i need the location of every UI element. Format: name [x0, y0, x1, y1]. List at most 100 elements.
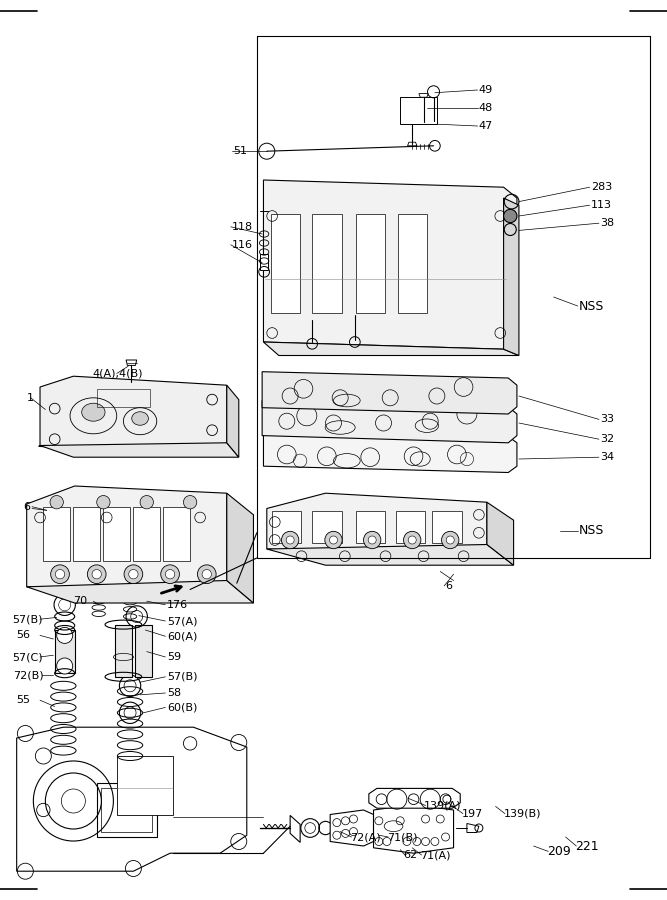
Bar [97, 389, 150, 407]
Bar [432, 511, 462, 543]
Text: 38: 38 [600, 218, 614, 229]
Text: 55: 55 [17, 695, 31, 706]
Text: 113: 113 [591, 200, 612, 211]
Polygon shape [374, 805, 454, 853]
Polygon shape [227, 385, 239, 457]
Circle shape [50, 496, 63, 508]
Bar [398, 214, 427, 313]
Bar [400, 97, 437, 124]
Circle shape [281, 531, 299, 549]
Polygon shape [467, 824, 479, 832]
Text: 47: 47 [479, 121, 493, 131]
Circle shape [442, 531, 459, 549]
Polygon shape [227, 493, 253, 603]
Bar [101, 788, 152, 832]
Polygon shape [330, 810, 374, 846]
Circle shape [404, 531, 421, 549]
Bar [73, 507, 100, 561]
Text: 60(B): 60(B) [167, 702, 197, 713]
Circle shape [165, 570, 175, 579]
Text: 72(B): 72(B) [13, 670, 44, 680]
Circle shape [140, 496, 153, 508]
Bar [117, 756, 173, 814]
Text: 4(A),4(B): 4(A),4(B) [92, 368, 143, 379]
Polygon shape [155, 574, 190, 590]
Polygon shape [27, 486, 227, 592]
Text: 221: 221 [575, 840, 598, 852]
Circle shape [446, 536, 454, 544]
Circle shape [92, 570, 101, 579]
Text: 71(B): 71(B) [387, 832, 418, 842]
Bar [97, 783, 157, 837]
Bar [356, 214, 385, 313]
Text: 70: 70 [73, 596, 87, 607]
Text: 197: 197 [462, 808, 483, 819]
Polygon shape [262, 372, 517, 414]
Text: 59: 59 [167, 652, 181, 662]
Text: 139(B): 139(B) [504, 808, 541, 819]
Text: 33: 33 [600, 414, 614, 425]
Polygon shape [504, 198, 519, 356]
Circle shape [97, 496, 110, 508]
Text: 1: 1 [27, 392, 33, 403]
Text: 176: 176 [167, 599, 188, 610]
Circle shape [286, 536, 294, 544]
Text: 116: 116 [232, 239, 253, 250]
Text: 6: 6 [446, 580, 452, 591]
Circle shape [197, 565, 216, 583]
Text: 209: 209 [547, 845, 571, 858]
Polygon shape [115, 625, 132, 677]
Ellipse shape [82, 403, 105, 421]
Ellipse shape [131, 412, 148, 426]
Text: 60(A): 60(A) [167, 631, 197, 642]
Bar [312, 511, 342, 543]
Polygon shape [408, 142, 417, 146]
Polygon shape [267, 493, 487, 556]
Circle shape [183, 496, 197, 508]
Circle shape [87, 565, 106, 583]
Polygon shape [55, 630, 75, 673]
Text: 6: 6 [23, 501, 30, 512]
Polygon shape [487, 502, 514, 565]
Circle shape [55, 570, 65, 579]
Text: 139(A): 139(A) [424, 800, 462, 811]
Polygon shape [39, 376, 227, 453]
Bar [271, 214, 300, 313]
Text: 57(B): 57(B) [167, 671, 197, 682]
Circle shape [504, 210, 517, 222]
Bar [133, 507, 160, 561]
Polygon shape [27, 580, 253, 603]
Circle shape [51, 565, 69, 583]
Text: 57(C): 57(C) [12, 652, 43, 662]
Polygon shape [290, 815, 300, 842]
Circle shape [57, 627, 73, 644]
Bar [396, 511, 425, 543]
Circle shape [129, 570, 138, 579]
Bar [103, 507, 130, 561]
Polygon shape [126, 360, 137, 365]
Text: 48: 48 [479, 103, 493, 113]
Bar [312, 214, 342, 313]
Text: 51: 51 [233, 146, 247, 157]
Polygon shape [267, 544, 514, 565]
Text: 49: 49 [479, 85, 493, 95]
Circle shape [325, 531, 342, 549]
Bar [43, 507, 70, 561]
Text: 118: 118 [232, 221, 253, 232]
Circle shape [202, 570, 211, 579]
Polygon shape [40, 443, 239, 457]
Circle shape [57, 658, 73, 674]
Polygon shape [369, 788, 460, 808]
Text: NSS: NSS [579, 525, 604, 537]
Bar [163, 507, 190, 561]
Circle shape [161, 565, 179, 583]
Text: NSS: NSS [579, 300, 604, 312]
Text: 72(A): 72(A) [350, 832, 381, 842]
Text: 62: 62 [404, 850, 418, 860]
Text: 34: 34 [600, 452, 614, 463]
Circle shape [364, 531, 381, 549]
Polygon shape [262, 400, 517, 443]
Bar [260, 254, 268, 270]
Text: 57(B): 57(B) [12, 614, 43, 625]
Text: 58: 58 [167, 688, 181, 698]
